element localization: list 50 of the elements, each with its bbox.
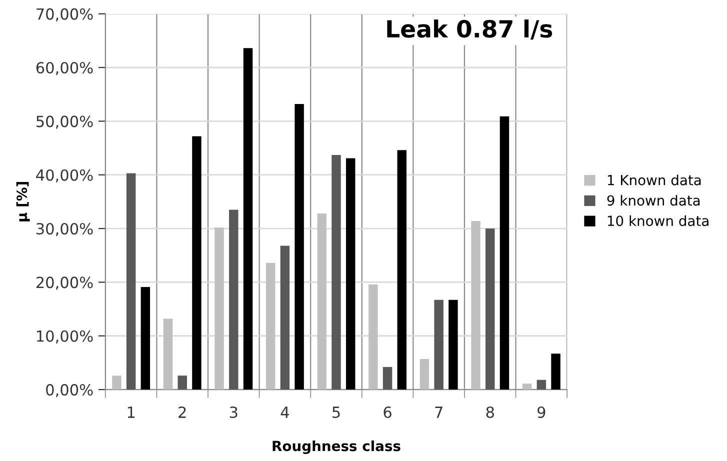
bar bbox=[280, 246, 290, 390]
bar bbox=[500, 116, 510, 390]
x-tick-label: 9 bbox=[538, 406, 546, 418]
bar bbox=[368, 284, 378, 390]
y-tick-label: 0,00% bbox=[46, 384, 93, 398]
bar bbox=[163, 318, 173, 390]
y-tick-label: 10,00% bbox=[37, 330, 93, 344]
bar bbox=[266, 262, 276, 390]
x-tick-label: 6 bbox=[384, 406, 392, 418]
bar bbox=[434, 300, 444, 390]
bar bbox=[551, 354, 560, 390]
bar bbox=[486, 228, 495, 390]
bar bbox=[192, 136, 202, 390]
y-tick-label: 40,00% bbox=[36, 169, 93, 182]
bar bbox=[214, 227, 224, 390]
x-tick-label: 2 bbox=[178, 406, 186, 418]
x-tick-label: 1 bbox=[128, 406, 135, 418]
y-axis-title: µ [%] bbox=[16, 182, 30, 222]
bar bbox=[229, 210, 238, 390]
x-tick-label: 7 bbox=[435, 406, 442, 418]
bar bbox=[382, 367, 392, 390]
bar bbox=[536, 380, 546, 390]
bar bbox=[140, 287, 150, 390]
x-axis-title: Roughness class bbox=[272, 440, 400, 454]
bar bbox=[243, 48, 253, 390]
bar bbox=[178, 376, 187, 390]
x-tick-label: 8 bbox=[486, 406, 494, 418]
bar bbox=[346, 158, 356, 390]
bar bbox=[420, 358, 430, 390]
y-tick-label: 60,00% bbox=[36, 62, 93, 76]
bar bbox=[448, 300, 458, 390]
y-tick-label: 30,00% bbox=[36, 222, 93, 236]
x-tick-label: 5 bbox=[332, 406, 340, 418]
legend-label: 9 known data bbox=[607, 194, 700, 206]
bar bbox=[471, 221, 480, 390]
x-tick-label: 4 bbox=[280, 406, 289, 418]
y-tick-label: 50,00% bbox=[36, 116, 93, 129]
y-tick-label: 70,00% bbox=[36, 8, 93, 22]
legend-label: 1 Known data bbox=[608, 174, 701, 186]
x-tick-label: 3 bbox=[230, 406, 238, 418]
legend-label: 10 known data bbox=[608, 215, 708, 226]
bar bbox=[397, 150, 407, 390]
y-tick-label: 20,00% bbox=[36, 276, 93, 290]
bar bbox=[522, 384, 532, 390]
bar bbox=[126, 173, 136, 390]
bar bbox=[112, 376, 122, 390]
bar bbox=[317, 213, 326, 390]
bar bbox=[294, 104, 304, 390]
bar bbox=[332, 154, 341, 390]
chart-title: Leak 0.87 l/s bbox=[387, 19, 552, 40]
